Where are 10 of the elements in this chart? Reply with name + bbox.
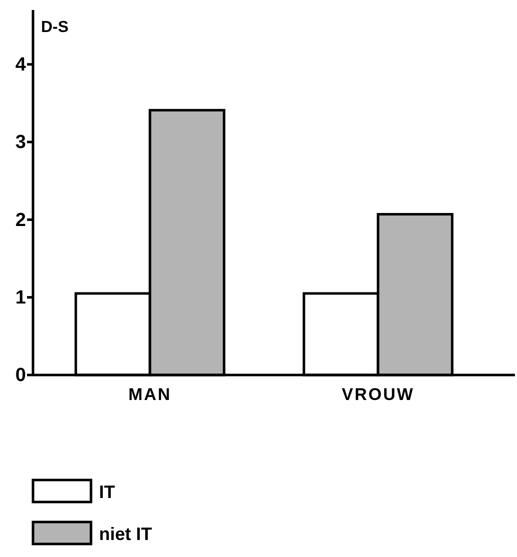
x-tick-label: MAN <box>128 385 172 404</box>
legend-label: IT <box>99 482 115 502</box>
y-tick-label: 2 <box>15 210 26 231</box>
y-tick-label: 0 <box>15 365 26 386</box>
y-tick-label: 1 <box>15 287 26 308</box>
x-tick-label: VROUW <box>342 385 414 404</box>
y-tick-label: 3 <box>15 132 26 154</box>
y-axis-title: D-S <box>41 19 69 36</box>
y-tick-label: 4 <box>15 54 26 76</box>
legend-label: niet IT <box>99 524 152 544</box>
